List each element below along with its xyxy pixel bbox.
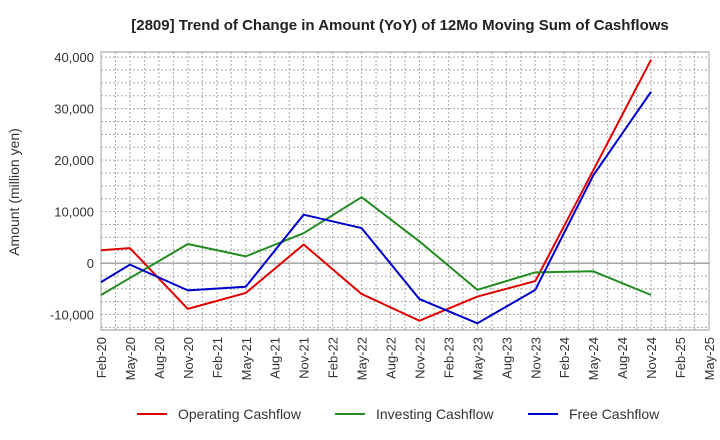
x-tick-label: Aug-23 [499, 337, 514, 379]
operating-cashflow-legend-label: Operating Cashflow [178, 406, 302, 422]
x-tick-label: Feb-20 [94, 337, 109, 378]
x-tick-label: May-20 [123, 337, 138, 380]
investing-cashflow-legend-label: Investing Cashflow [376, 406, 494, 422]
y-axis-label: Amount (million yen) [6, 128, 22, 256]
y-tick-label: 10,000 [54, 205, 94, 220]
x-tick-label: Feb-25 [673, 337, 688, 378]
x-tick-label: Feb-21 [210, 337, 225, 378]
free-cashflow-line [100, 91, 652, 325]
x-tick-label: Aug-22 [384, 337, 399, 379]
x-tick-label: May-21 [239, 337, 254, 380]
y-tick-label: 0 [87, 256, 94, 271]
plot-area: -10,000 0 10,000 20,000 30,000 40,000 Feb-20 Ma… [50, 50, 717, 380]
operating-cashflow-line [100, 59, 652, 322]
free-cashflow-legend-label: Free Cashflow [569, 406, 660, 422]
x-tick-label: May-25 [702, 337, 717, 380]
y-tick-label: -10,000 [50, 308, 94, 323]
x-tick-label: Aug-20 [152, 337, 167, 379]
legend: Operating Cashflow Investing Cashflow Free… [137, 406, 660, 422]
x-tick-label: Aug-21 [268, 337, 283, 379]
x-tick-label: May-22 [355, 337, 370, 380]
x-tick-label: Nov-20 [181, 337, 196, 379]
x-tick-label: Feb-23 [441, 337, 456, 378]
x-tick-label: Nov-22 [412, 337, 427, 379]
y-tick-label: 30,000 [54, 102, 94, 117]
y-tick-label: 20,000 [54, 153, 94, 168]
x-tick-label: Nov-24 [644, 337, 659, 379]
investing-cashflow-line [100, 196, 652, 296]
plot-border [100, 51, 710, 331]
x-tick-label: Nov-21 [297, 337, 312, 379]
x-tick-label: Feb-22 [326, 337, 341, 378]
y-tick-label: 40,000 [54, 50, 94, 65]
x-tick-label: Feb-24 [557, 337, 572, 378]
x-tick-label: Nov-23 [528, 337, 543, 379]
x-tick-label: May-24 [586, 337, 601, 380]
chart-title: [2809] Trend of Change in Amount (YoY) o… [131, 17, 669, 34]
x-tick-label: Aug-24 [615, 337, 630, 379]
x-tick-label: May-23 [470, 337, 485, 380]
